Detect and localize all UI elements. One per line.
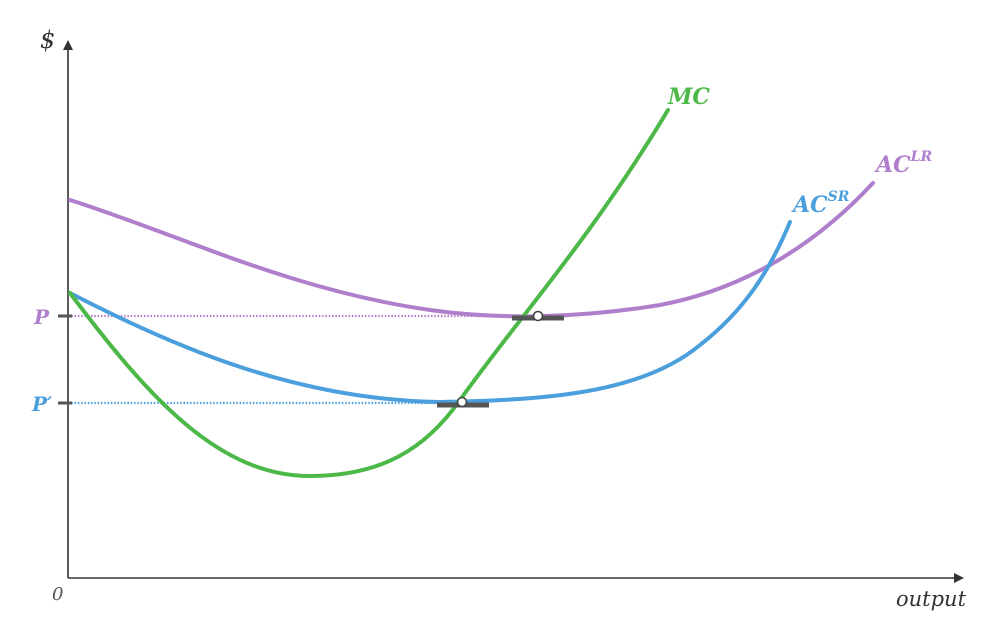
ac-lr-label: ACLR (874, 149, 932, 178)
ac-sr-curve (68, 220, 792, 405)
mc-curve (68, 108, 670, 479)
ac-sr-label-main: AC (791, 192, 828, 218)
p-prime-marker-point (456, 396, 468, 408)
mc-label: MC (667, 84, 710, 110)
origin-label: 0 (52, 584, 63, 605)
ac-lr-curve (68, 181, 875, 319)
ac-sr-label: ACSR (791, 189, 849, 218)
x-axis-label: output (896, 587, 967, 611)
y-axis-label: $ (40, 26, 55, 54)
ac-sr-label-sup: SR (828, 189, 850, 205)
ac-lr-label-main: AC (874, 152, 911, 178)
p-label: P (33, 305, 50, 329)
p-prime-label: P′ (31, 392, 53, 416)
ac-lr-label-sup: LR (910, 149, 932, 165)
p-marker-point (532, 310, 544, 322)
